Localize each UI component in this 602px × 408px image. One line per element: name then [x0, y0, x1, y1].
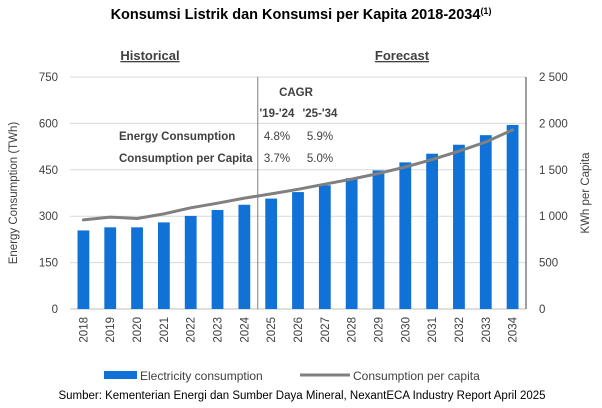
chart-title: Konsumsi Listrik dan Konsumsi per Kapita…	[111, 6, 492, 23]
x-tick-label: 2027	[320, 317, 332, 343]
bar	[211, 210, 224, 309]
x-tick-label: 2034	[508, 316, 520, 342]
x-tick-label: 2021	[159, 317, 171, 343]
section-forecast: Forecast	[375, 48, 430, 63]
cagr-row-label: Energy Consumption	[119, 131, 235, 143]
y-tick-label: 0	[52, 304, 58, 316]
bar	[426, 153, 439, 309]
left-axis-ticks: 0 150 300 450 600 750	[39, 72, 58, 316]
x-tick-label: 2029	[373, 317, 385, 343]
bar	[479, 135, 492, 309]
y2-tick-label: 1 000	[539, 211, 568, 223]
bar	[157, 222, 170, 309]
x-tick-label: 2022	[186, 317, 198, 343]
x-tick-label: 2030	[400, 317, 412, 343]
cagr-value: 5.9%	[307, 131, 333, 143]
y2-tick-label: 2 000	[539, 118, 568, 130]
bar	[131, 227, 143, 309]
x-tick-label: 2026	[293, 317, 305, 343]
y2-axis-title: KWh per Capita	[580, 152, 592, 234]
bar	[372, 170, 385, 309]
bar	[265, 198, 278, 309]
bar	[104, 227, 117, 309]
cagr-row-label: Consumption per Capita	[119, 153, 253, 165]
legend-bar-label: Electricity consumption	[140, 369, 263, 383]
y2-tick-label: 500	[539, 258, 558, 270]
x-tick-label: 2024	[239, 316, 251, 342]
y-tick-label: 450	[39, 165, 58, 177]
y2-tick-label: 1 500	[539, 165, 568, 177]
x-tick-label: 2032	[454, 317, 466, 343]
bar	[506, 124, 519, 310]
line-series	[81, 128, 515, 222]
bar	[453, 144, 465, 309]
cagr-period-1: '19-'24	[260, 108, 295, 120]
section-historical: Historical	[120, 48, 179, 63]
bar	[318, 185, 331, 309]
cagr-period-2: '25-'34	[303, 108, 338, 120]
legend: Electricity consumption Consumption per …	[104, 369, 480, 383]
bar	[399, 162, 412, 309]
x-axis-ticks: 2018 2019 2020 2021 2022 2023 2024 2025 2026 2027…	[78, 316, 519, 342]
x-tick-label: 2025	[266, 317, 278, 343]
y2-tick-label: 0	[539, 304, 545, 316]
source-note: Sumber: Kementerian Energi dan Sumber Da…	[58, 390, 545, 402]
cagr-value: 5.0%	[307, 153, 333, 165]
series-line	[81, 128, 515, 222]
bar	[345, 178, 358, 309]
y-tick-label: 750	[39, 72, 58, 84]
bar	[238, 204, 251, 309]
x-tick-label: 2019	[105, 317, 117, 343]
legend-bar-swatch	[104, 371, 137, 379]
y-axis-title: Energy Consumption (TWh)	[8, 122, 20, 265]
y2-tick-label: 2 500	[539, 72, 568, 84]
y-tick-label: 600	[39, 118, 58, 130]
cagr-table: CAGR '19-'24 '25-'34 Energy Consumption …	[119, 87, 338, 165]
right-axis-ticks: 0 500 1 000 1 500 2 000 2 500	[539, 72, 568, 316]
bar	[77, 230, 90, 309]
x-tick-label: 2031	[427, 317, 439, 343]
y-tick-label: 150	[39, 258, 58, 270]
x-tick-label: 2023	[213, 317, 225, 343]
x-tick-label: 2033	[481, 317, 493, 343]
cagr-value: 3.7%	[264, 153, 290, 165]
cagr-heading: CAGR	[279, 87, 314, 99]
legend-line-label: Consumption per capita	[353, 369, 480, 383]
x-tick-label: 2018	[78, 317, 90, 343]
x-tick-label: 2028	[347, 317, 359, 343]
cagr-value: 4.8%	[264, 131, 290, 143]
bar	[292, 192, 304, 309]
bar	[184, 215, 197, 309]
bar-series	[77, 124, 519, 310]
x-tick-label: 2020	[132, 317, 144, 343]
y-tick-label: 300	[39, 211, 58, 223]
